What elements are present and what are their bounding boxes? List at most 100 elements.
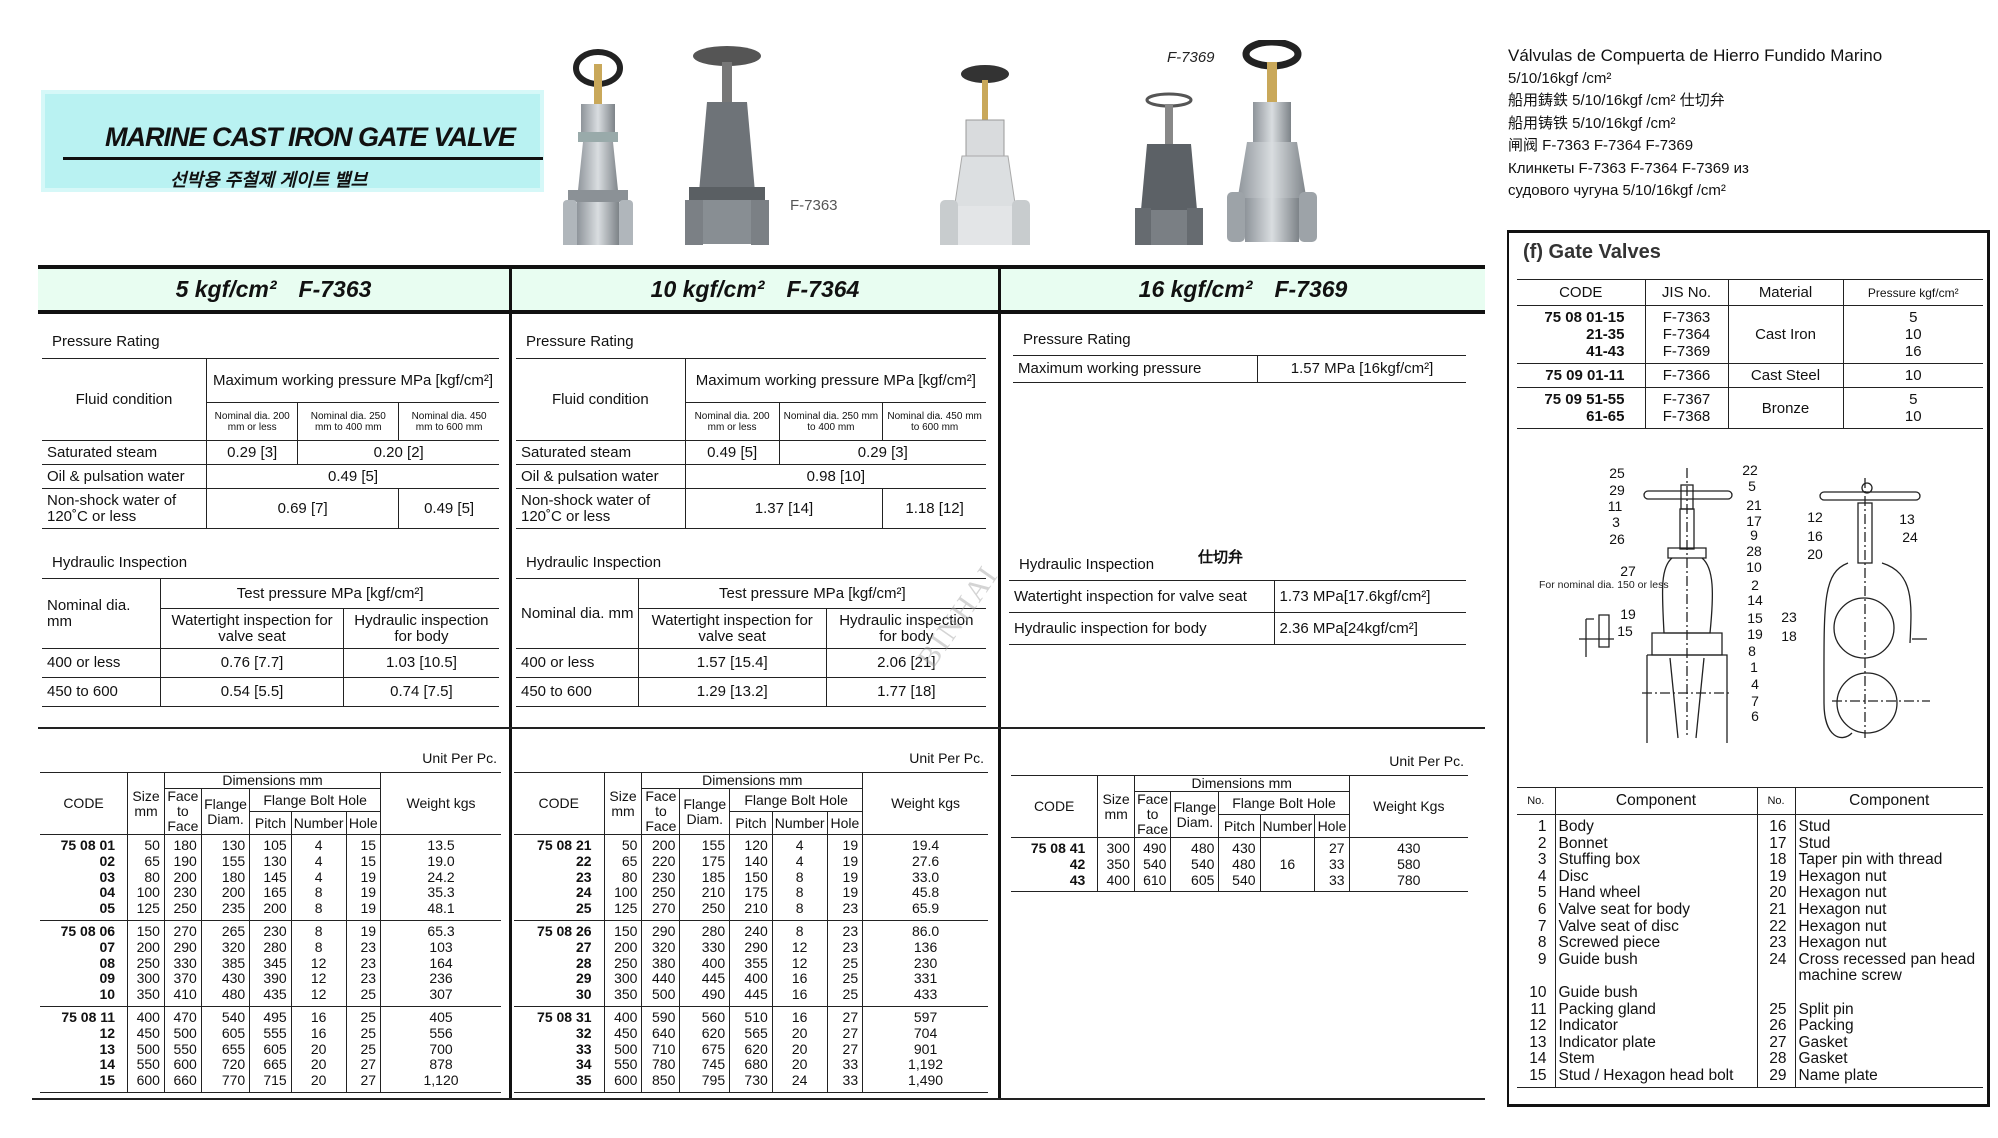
size: 550 (136, 1056, 160, 1073)
dimensions-header: Dimensions mm (1191, 775, 1292, 791)
callout-number: 24 (1902, 529, 1918, 545)
component-no: 4 (1537, 867, 1547, 885)
weight: 580 (1397, 855, 1421, 872)
component-name: Stuffing box (1558, 851, 1641, 869)
pitch: 230 (263, 922, 287, 939)
section-divider (38, 727, 1485, 729)
title-pressure: 5/10/16kgf /cm² (1508, 69, 1612, 87)
code: 75 08 31 (537, 1008, 592, 1025)
flange-diam: 265 (221, 922, 246, 939)
pitch-header: Pitch (254, 814, 287, 831)
component-name: Stud / Hexagon head bolt (1558, 1066, 1734, 1084)
size: 400 (614, 1008, 638, 1025)
hole: 27 (360, 1056, 377, 1073)
dimension-row: 75 08 21 50 200 155 120 4 19 19.4 (514, 834, 988, 854)
watertight-header: Watertight inspection for valve seat (171, 611, 333, 645)
dimension-row: 27 200 320 330 290 12 23 136 (514, 938, 988, 956)
hydraulic-inspection-table: Nominal dia. mm Test pressure MPa [kgf/cm… (516, 578, 986, 707)
code: 22 (575, 852, 592, 869)
pressure-class: 16 kgf/cm² (1138, 276, 1253, 302)
component-name: Hand wheel (1558, 884, 1641, 902)
hydraulic-value: 1.77 [18] (877, 683, 936, 700)
bolt-number: 16 (791, 970, 808, 987)
component-no: 3 (1537, 851, 1547, 869)
multilingual-titles: Válvulas de Compuerta de Hierro Fundido … (1508, 45, 1882, 203)
flange-diam: 745 (701, 1056, 726, 1073)
face-to-face: 550 (173, 1040, 197, 1057)
dimension-row: 02 65 190 155 130 4 15 19.0 (40, 852, 501, 870)
weight: 901 (913, 1040, 938, 1057)
component-row: 13 Indicator plate 27 Gasket (1517, 1033, 1983, 1052)
size: 65 (621, 852, 638, 869)
component-no: 9 (1537, 950, 1547, 968)
pressure-row: Oil & pulsation water 0.49 [5] (42, 464, 499, 489)
pitch: 715 (263, 1072, 287, 1089)
dimension-row: 04 100 230 200 165 8 19 35.3 (40, 884, 501, 902)
code: 42 (1069, 855, 1086, 872)
flange-bolt-hole-header: Flange Bolt Hole (744, 791, 848, 808)
weight: 597 (913, 1008, 938, 1025)
weight: 48.1 (427, 900, 455, 917)
dimension-row: 14 550 600 720 665 20 27 878 (40, 1056, 501, 1074)
callout-number: 10 (1746, 559, 1762, 575)
flange-diam: 445 (701, 970, 726, 987)
size: 125 (136, 900, 160, 917)
fluid-label: Saturated steam (47, 443, 158, 461)
callout-number: 8 (1748, 643, 1756, 659)
dimension-row: 75 08 11 400 470 540 495 16 25 405 (40, 1006, 501, 1026)
page-title: MARINE CAST IRON GATE VALVE (105, 122, 516, 152)
dimensions-table: CODE Size mm Dimensions mm Weight Kgs Face … (1011, 775, 1468, 893)
size: 200 (614, 938, 638, 955)
bolt-number: 20 (791, 1040, 808, 1057)
weight: 19.4 (911, 837, 940, 853)
size: 600 (136, 1072, 160, 1089)
pitch-header: Pitch (735, 814, 767, 831)
photo-label-f7363: F-7363 (790, 197, 838, 214)
pitch: 150 (744, 868, 768, 885)
pitch: 165 (263, 884, 287, 901)
column-header-f7369: 16 kgf/cm² F-7369 (1001, 265, 1485, 314)
hydraulic-inspection-table: Watertight inspection for valve seat 1.73… (1009, 580, 1466, 645)
gate-valve-row: 75 09 01-11 F-7366 Cast Steel 10 (1517, 363, 1983, 388)
flange-diam: 490 (701, 986, 726, 1003)
pressure-row: Saturated steam 0.49 [5] 0.29 [3] (516, 440, 986, 465)
size: 450 (136, 1024, 160, 1041)
dimension-row: 30 350 500 490 445 16 25 433 (514, 986, 988, 1007)
component-no: 28 (1769, 1050, 1787, 1068)
component-no: 27 (1769, 1033, 1787, 1051)
size: 250 (614, 954, 638, 971)
component-no: 13 (1529, 1033, 1547, 1051)
dimension-row: 75 08 26 150 290 280 240 8 23 86.0 (514, 920, 988, 940)
hole: 19 (360, 884, 377, 901)
weight: 878 (429, 1056, 453, 1073)
code: 43 (1069, 871, 1086, 888)
fluid-label: Oil & pulsation water (521, 467, 659, 485)
face-to-face: 780 (652, 1056, 676, 1073)
hydraulic-inspection-label: Hydraulic Inspection (52, 554, 188, 571)
pressure-rating-table: Fluid condition Maximum working pressure … (42, 358, 499, 529)
test-pressure-header: Test pressure MPa [kgf/cm²] (718, 584, 906, 602)
flange-diam: 250 (701, 900, 726, 917)
number-header: Number (774, 814, 825, 831)
hole: 19 (360, 868, 377, 885)
code: 13 (99, 1040, 116, 1057)
face-to-face: 190 (173, 852, 197, 869)
pressure-value: 1.57 MPa [16kgf/cm²] (1290, 360, 1434, 377)
face-to-face: 470 (173, 1008, 197, 1025)
component-name: Hexagon nut (1798, 917, 1887, 935)
weight: 164 (429, 954, 453, 971)
dimension-row: 28 250 380 400 355 12 25 230 (514, 954, 988, 972)
pitch: 145 (263, 868, 287, 885)
component-name: Disc (1558, 867, 1589, 885)
bolt-number: 8 (795, 884, 804, 901)
component-no: 10 (1529, 983, 1547, 1001)
title-spanish: Válvulas de Compuerta de Hierro Fundido … (1508, 46, 1883, 65)
col-component: Component (1554, 787, 1757, 815)
callout-number: 9 (1750, 527, 1758, 543)
hole: 19 (842, 837, 859, 853)
code: 12 (99, 1024, 116, 1041)
hydraulic-value: 400 or less (521, 654, 595, 671)
component-name: Split pin (1798, 1000, 1854, 1018)
weight: 33.0 (911, 868, 940, 885)
component-row: 4 Disc 19 Hexagon nut (1517, 867, 1983, 886)
